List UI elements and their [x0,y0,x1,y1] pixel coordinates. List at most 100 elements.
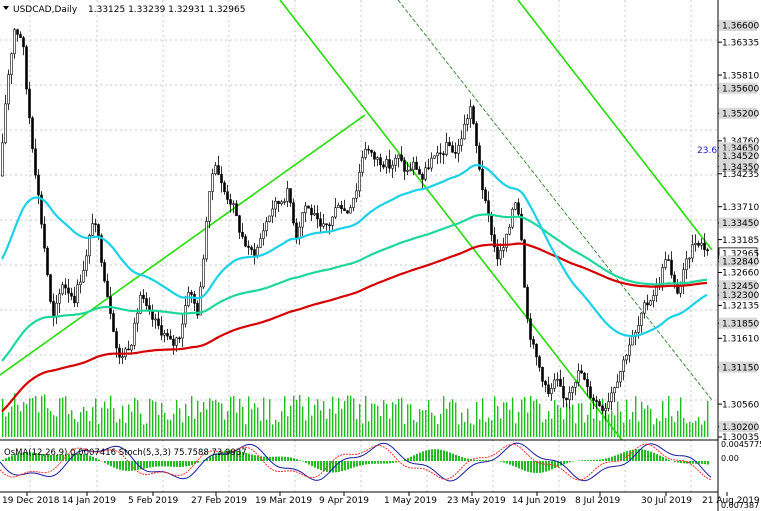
candle-body [355,190,358,199]
candle-body [571,387,574,393]
candle-body [454,152,457,154]
volume-bar [386,404,388,437]
osma-bar [230,450,232,461]
volume-bar [248,396,250,437]
volume-bar [422,410,424,437]
candle-body [562,386,565,399]
price-tick-label: 1.32660 [722,269,759,279]
volume-bar [5,416,7,437]
osma-bar [41,453,43,461]
osma-bar [227,450,229,461]
osma-bar [26,452,28,461]
volume-bar [473,424,475,437]
osma-bar [440,449,442,461]
volume-bar [110,395,112,437]
volume-bar [671,416,673,437]
osma-bar [533,461,535,473]
candle-body [265,221,268,232]
volume-bar [203,401,205,437]
osma-bar [74,453,76,461]
volume-bar [647,405,649,437]
candle-body [190,292,193,295]
osma-bar [212,455,214,461]
level-price-box [719,421,757,433]
chart-grid [0,0,718,492]
candle-body [91,223,94,236]
osma-bar [656,454,658,461]
osma-bar [392,461,394,463]
candle-body [94,223,97,225]
osma-bar [701,461,703,464]
candle-body [157,318,160,326]
osma-bar [242,452,244,461]
candle-body [7,74,10,105]
volume-bar [704,420,706,437]
osma-bar [86,454,88,461]
osma-bar [674,461,676,462]
osma-bar [434,449,436,461]
osma-bar [269,456,271,461]
osma-bar [284,456,286,461]
candle-body [706,249,709,252]
osma-bar [605,458,607,461]
candle-body [22,37,25,48]
price-tick-label: 1.32840 [722,257,759,267]
osma-bar [530,461,532,473]
candle-body [175,337,178,346]
candle-body [232,203,235,206]
candle-body [253,249,256,256]
osma-bar [608,457,610,461]
volume-bar [164,412,166,437]
volume-bar [563,419,565,437]
volume-bar [296,399,298,437]
stoch-signal-line [0,443,712,481]
osma-bar [278,456,280,461]
candle-body [520,213,523,241]
volume-bar [44,394,46,437]
price-tick-label: 1.33185 [722,236,759,246]
osma-bar [197,461,199,463]
osma-bar [296,459,298,461]
candle-body [415,161,418,170]
volume-bar [113,408,115,437]
volume-bar [371,403,373,437]
candle-body [610,392,613,402]
volume-bar [185,403,187,437]
symbol-header: USDCAD,Daily 1.33125 1.33239 1.32931 1.3… [3,5,245,15]
volume-bar [614,415,616,437]
osma-bar [422,451,424,461]
volume-bar [29,398,31,437]
osma-bar [290,457,292,461]
volume-bar [611,410,613,437]
volume-bar [443,396,445,437]
candle-body [229,199,232,205]
osma-bar [116,461,118,469]
level-price-box [719,142,757,154]
osma-bar [485,460,487,461]
volume-bar [338,397,340,437]
volume-bar [527,412,529,437]
volume-bar [389,418,391,437]
osma-bar [245,452,247,461]
volume-bar [359,403,361,437]
volume-bar [656,418,658,437]
osma-bar [596,459,598,461]
volume-bar [377,405,379,437]
candle-body [703,242,706,251]
osma-bar [350,461,352,469]
osma-bar [209,456,211,461]
osma-bar [518,461,520,469]
osma-bar [629,450,631,461]
volume-bar [182,422,184,437]
volume-bar [590,402,592,437]
candle-body [400,154,403,161]
osma-bar [11,455,13,461]
volume-bar [38,412,40,437]
volume-bar [167,419,169,437]
candle-body [85,255,88,271]
candle-body [490,214,493,236]
osma-bar [305,461,307,464]
osma-bar [83,454,85,461]
volume-bar [398,398,400,437]
volume-bar [50,411,52,437]
